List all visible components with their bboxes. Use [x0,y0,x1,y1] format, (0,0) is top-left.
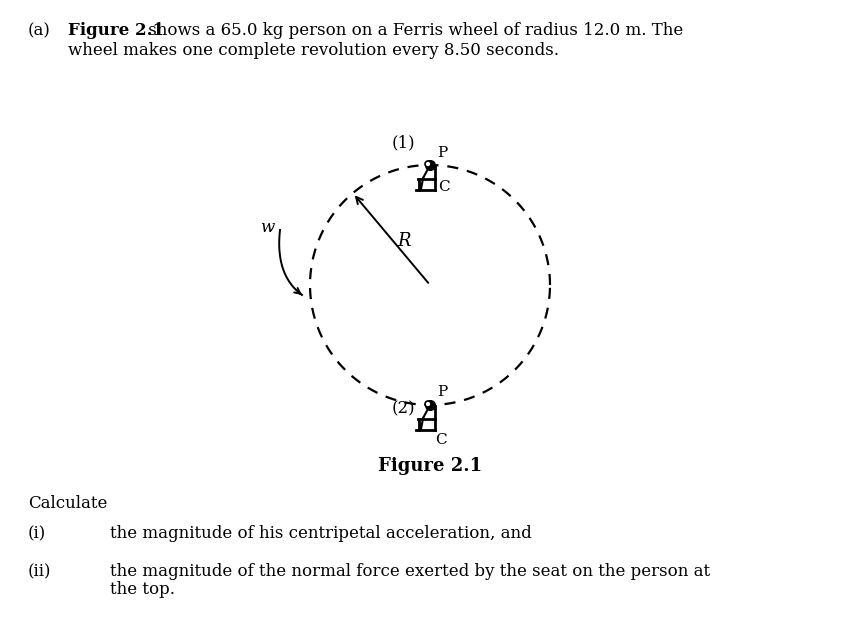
Text: (i): (i) [28,525,46,542]
Text: wheel makes one complete revolution every 8.50 seconds.: wheel makes one complete revolution ever… [68,42,558,59]
Text: Figure 2.1: Figure 2.1 [68,22,164,39]
Text: P: P [436,146,446,160]
Text: C: C [435,433,446,447]
Text: the magnitude of his centripetal acceleration, and: the magnitude of his centripetal acceler… [110,525,531,542]
Text: Calculate: Calculate [28,495,107,512]
Text: Figure 2.1: Figure 2.1 [377,457,481,475]
Text: (2): (2) [392,400,415,417]
Text: (ii): (ii) [28,563,51,580]
Text: C: C [437,180,449,194]
Text: the magnitude of the normal force exerted by the seat on the person at: the magnitude of the normal force exerte… [110,563,710,580]
Text: R: R [396,232,410,250]
Text: (a): (a) [28,22,51,39]
Circle shape [424,161,430,167]
Circle shape [424,401,430,407]
Text: shows a 65.0 kg person on a Ferris wheel of radius 12.0 m. The: shows a 65.0 kg person on a Ferris wheel… [143,22,682,39]
Text: the top.: the top. [110,581,175,598]
Text: (1): (1) [392,134,415,151]
Text: w: w [260,220,274,237]
Text: P: P [436,385,446,399]
